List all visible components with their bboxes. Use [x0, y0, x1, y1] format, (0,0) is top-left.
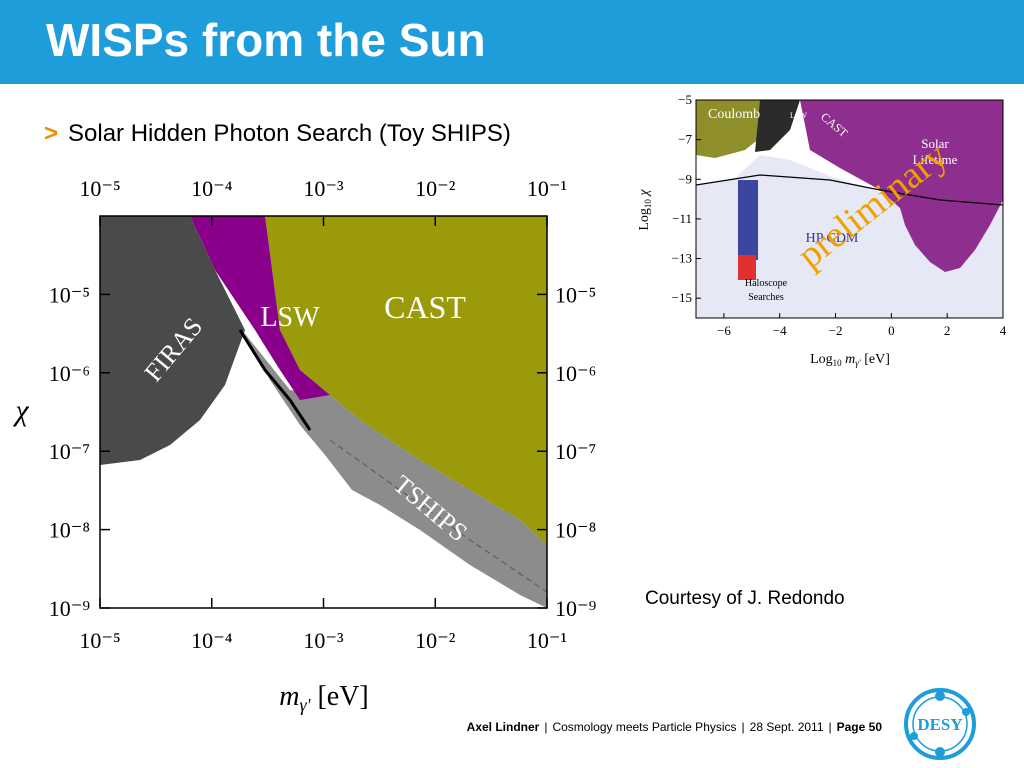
inset-ylabel: Log10 χ	[637, 189, 653, 231]
main-xlabel: mγ' [eV]	[279, 681, 368, 715]
footer-separator: |	[544, 720, 548, 734]
main-y-tick-label: 10⁻⁶	[49, 361, 90, 386]
main-y-tick-label: 10⁻⁹	[49, 596, 91, 621]
footer-date: 28 Sept. 2011	[749, 720, 824, 734]
inset-label-coulomb: Coulomb	[708, 107, 760, 122]
main-y-tick-label-right: 10⁻⁹	[555, 596, 597, 621]
inset-x-tick-label: 2	[944, 323, 951, 338]
bullet-arrow-icon: >	[44, 120, 59, 147]
footer-page: Page 50	[836, 720, 882, 734]
region-cast	[265, 216, 547, 545]
main-y-tick-label-right: 10⁻⁷	[555, 439, 596, 464]
desy-logo: DESY	[904, 688, 976, 760]
bullet-text: Solar Hidden Photon Search (Toy SHIPS)	[68, 120, 511, 147]
inset-label-lsw: LSW	[790, 111, 807, 120]
inset-label-haloscope-1: Haloscope	[745, 278, 788, 289]
inset-x-tick-label: 4	[1000, 323, 1007, 338]
inset-x-tick-label: −2	[829, 323, 843, 338]
inset-frame	[695, 99, 1004, 319]
footer-separator: |	[741, 720, 745, 734]
footer-separator: |	[828, 720, 832, 734]
main-x-tick-label-top: 10⁻¹	[527, 176, 567, 201]
inset-y-tick-label: −13	[672, 251, 692, 266]
label-lsw: LSW	[260, 302, 320, 333]
inset-y-tick-label: −7	[678, 132, 692, 147]
main-x-tick-label: 10⁻⁵	[79, 628, 120, 653]
main-axis-ticks: 10⁻⁵ 10⁻⁵ 10⁻⁴ 10⁻⁴ 10⁻³ 10⁻³ 10⁻² 10⁻² 10⁻¹ 10⁻¹…	[49, 176, 597, 653]
label-cast: CAST	[384, 289, 466, 325]
inset-y-tick-label: −15	[672, 290, 692, 305]
inset-label-haloscope-2: Searches	[748, 292, 784, 303]
inset-axis-ticks: −6 −4 −2 0 2 4 −5 −7 −9 −11 −13 −15	[672, 92, 1007, 338]
main-x-tick-label-top: 10⁻³	[303, 176, 344, 201]
main-x-tick-label-top: 10⁻²	[415, 176, 456, 201]
main-x-tick-label: 10⁻²	[415, 628, 456, 653]
main-y-tick-label-right: 10⁻⁶	[555, 361, 596, 386]
main-y-tick-label: 10⁻⁸	[49, 518, 90, 543]
slide-title: WISPs from the Sun	[46, 14, 486, 66]
main-x-tick-label-top: 10⁻⁴	[191, 176, 233, 201]
inset-y-tick-label: −11	[672, 211, 692, 226]
inset-y-tick-label: −5	[678, 92, 692, 107]
inset-label-lifetime: Lifetime	[913, 152, 958, 167]
region-lsw	[190, 216, 330, 400]
main-x-tick-label: 10⁻¹	[527, 628, 567, 653]
inset-region-cast	[800, 100, 1003, 272]
dashed-projection	[329, 439, 547, 593]
main-y-tick-label-right: 10⁻⁸	[555, 518, 596, 543]
main-y-tick-label-right: 10⁻⁵	[555, 282, 596, 307]
inset-haloscope-red	[738, 255, 756, 280]
main-x-tick-label: 10⁻³	[303, 628, 344, 653]
inset-x-tick-label: −6	[717, 323, 731, 338]
title-bar: WISPs from the Sun	[0, 0, 1024, 84]
inset-x-tick-label: −4	[773, 323, 787, 338]
inset-xlabel: Log10 mγ' [eV]	[810, 352, 890, 368]
footer-event: Cosmology meets Particle Physics	[552, 720, 737, 734]
inset-region-dark	[755, 100, 800, 152]
main-exclusion-plot: FIRAS LSW CAST TSHIPS 10⁻⁵10⁻⁵10⁻⁴10⁻⁴10…	[12, 176, 597, 715]
main-y-tick-label: 10⁻⁷	[49, 439, 90, 464]
inset-boundary-line	[696, 174, 1003, 206]
inset-y-tick-label: −9	[678, 171, 692, 186]
region-tships	[242, 330, 547, 608]
inset-label-solar: Solar	[921, 136, 949, 151]
inset-haloscope-bars	[738, 180, 758, 260]
main-y-tick-label: 10⁻⁵	[49, 282, 90, 307]
inset-label-hpcdm: HP CDM	[806, 231, 859, 246]
main-x-tick-label: 10⁻⁴	[191, 628, 233, 653]
footer-author: Axel Lindner	[466, 720, 540, 734]
region-firas	[100, 216, 245, 465]
inset-x-tick-label: 0	[888, 323, 895, 338]
main-x-tick-label-top: 10⁻⁵	[79, 176, 120, 201]
desy-logo-text: DESY	[917, 715, 962, 734]
courtesy-note: Courtesy of J. Redondo	[645, 588, 845, 609]
inset-exclusion-plot: Coulomb LSW CAST Solar Lifetime HP CDM H…	[637, 92, 1007, 368]
footer: Axel Lindner | Cosmology meets Particle Ph…	[467, 720, 882, 734]
bullet-item: > Solar Hidden Photon Search (Toy SHIPS)	[44, 118, 511, 150]
boundary-line	[238, 329, 312, 431]
main-ylabel: χ	[12, 394, 29, 427]
